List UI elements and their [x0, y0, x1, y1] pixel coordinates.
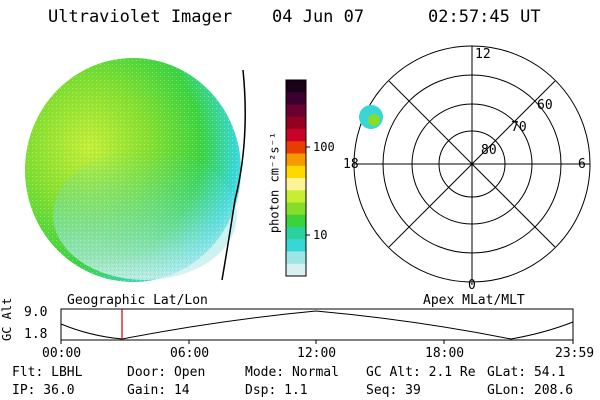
timeline-y-tick-top: 9.0 [24, 305, 48, 320]
status-door: Door: Open [127, 365, 206, 380]
colorbar-segment [286, 227, 306, 240]
colorbar-segment [286, 251, 306, 265]
colorbar-tick-label-100: 100 [313, 140, 335, 154]
polar-lat-label-60: 60 [537, 98, 553, 113]
status-gc-alt: GC Alt: 2.1 Re [366, 365, 476, 380]
status-filter: Flt: LBHL [12, 365, 83, 380]
instrument-title: Ultraviolet Imager [48, 7, 233, 27]
colorbar-segment [286, 165, 306, 179]
colorbar-segment [286, 92, 306, 105]
colorbar-segment [286, 239, 306, 252]
status-ip: IP: 36.0 [12, 383, 75, 398]
colorbar-segment [286, 153, 306, 167]
observation-date: 04 Jun 07 [272, 7, 365, 27]
timeline-x-tick-2359: 23:59 [555, 346, 595, 361]
polar-mlt-label-0: 0 [468, 278, 476, 293]
colorbar-segment [286, 104, 306, 118]
timeline-y-tick-bottom: 1.8 [24, 327, 48, 342]
colorbar-segment [286, 263, 306, 277]
timeline-x-tick-0000: 00:00 [42, 346, 82, 361]
colorbar-segment [286, 214, 306, 228]
colorbar-segment [286, 190, 306, 203]
colorbar-segment [286, 116, 306, 130]
status-glat: GLat: 54.1 [487, 365, 566, 380]
colorbar-tick-label-10: 10 [313, 228, 328, 242]
status-dsp: Dsp: 1.1 [245, 383, 308, 398]
timeline-y-axis-label: GC Alt [0, 297, 14, 341]
status-gain: Gain: 14 [127, 383, 190, 398]
timeline-left-label: Geographic Lat/Lon [67, 293, 208, 308]
polar-lat-label-70: 70 [511, 120, 527, 135]
colorbar-segment [286, 141, 306, 154]
status-glon: GLon: 208.6 [487, 383, 574, 398]
status-seq: Seq: 39 [366, 383, 421, 398]
polar-mlt-label-6: 6 [578, 157, 586, 172]
timeline-x-tick-1200: 12:00 [297, 346, 337, 361]
colorbar-segment [286, 80, 306, 93]
polar-mlt-label-12: 12 [475, 47, 491, 62]
polar-mlt-label-18: 18 [343, 157, 359, 172]
timeline-x-ticks [60, 340, 574, 344]
colorbar-frame [285, 79, 307, 277]
polar-lat-label-80: 80 [481, 143, 497, 158]
polar-diagonal-b [388, 80, 556, 248]
observation-time: 02:57:45 UT [428, 7, 541, 27]
earth-disk [25, 58, 241, 282]
timeline-right-label: Apex MLat/MLT [423, 293, 525, 308]
timeline-frame [60, 308, 574, 341]
colorbar-segment [286, 202, 306, 216]
timeline-x-tick-1800: 18:00 [425, 346, 465, 361]
orbit-altitude-curve [60, 310, 574, 340]
colorbar-segment [286, 129, 306, 142]
colorbar-segment [286, 178, 306, 191]
status-mode: Mode: Normal [245, 365, 339, 380]
colorbar [286, 80, 306, 277]
auroral-spot [359, 105, 383, 129]
terminator-line [221, 69, 246, 281]
timeline-x-tick-0600: 06:00 [170, 346, 210, 361]
